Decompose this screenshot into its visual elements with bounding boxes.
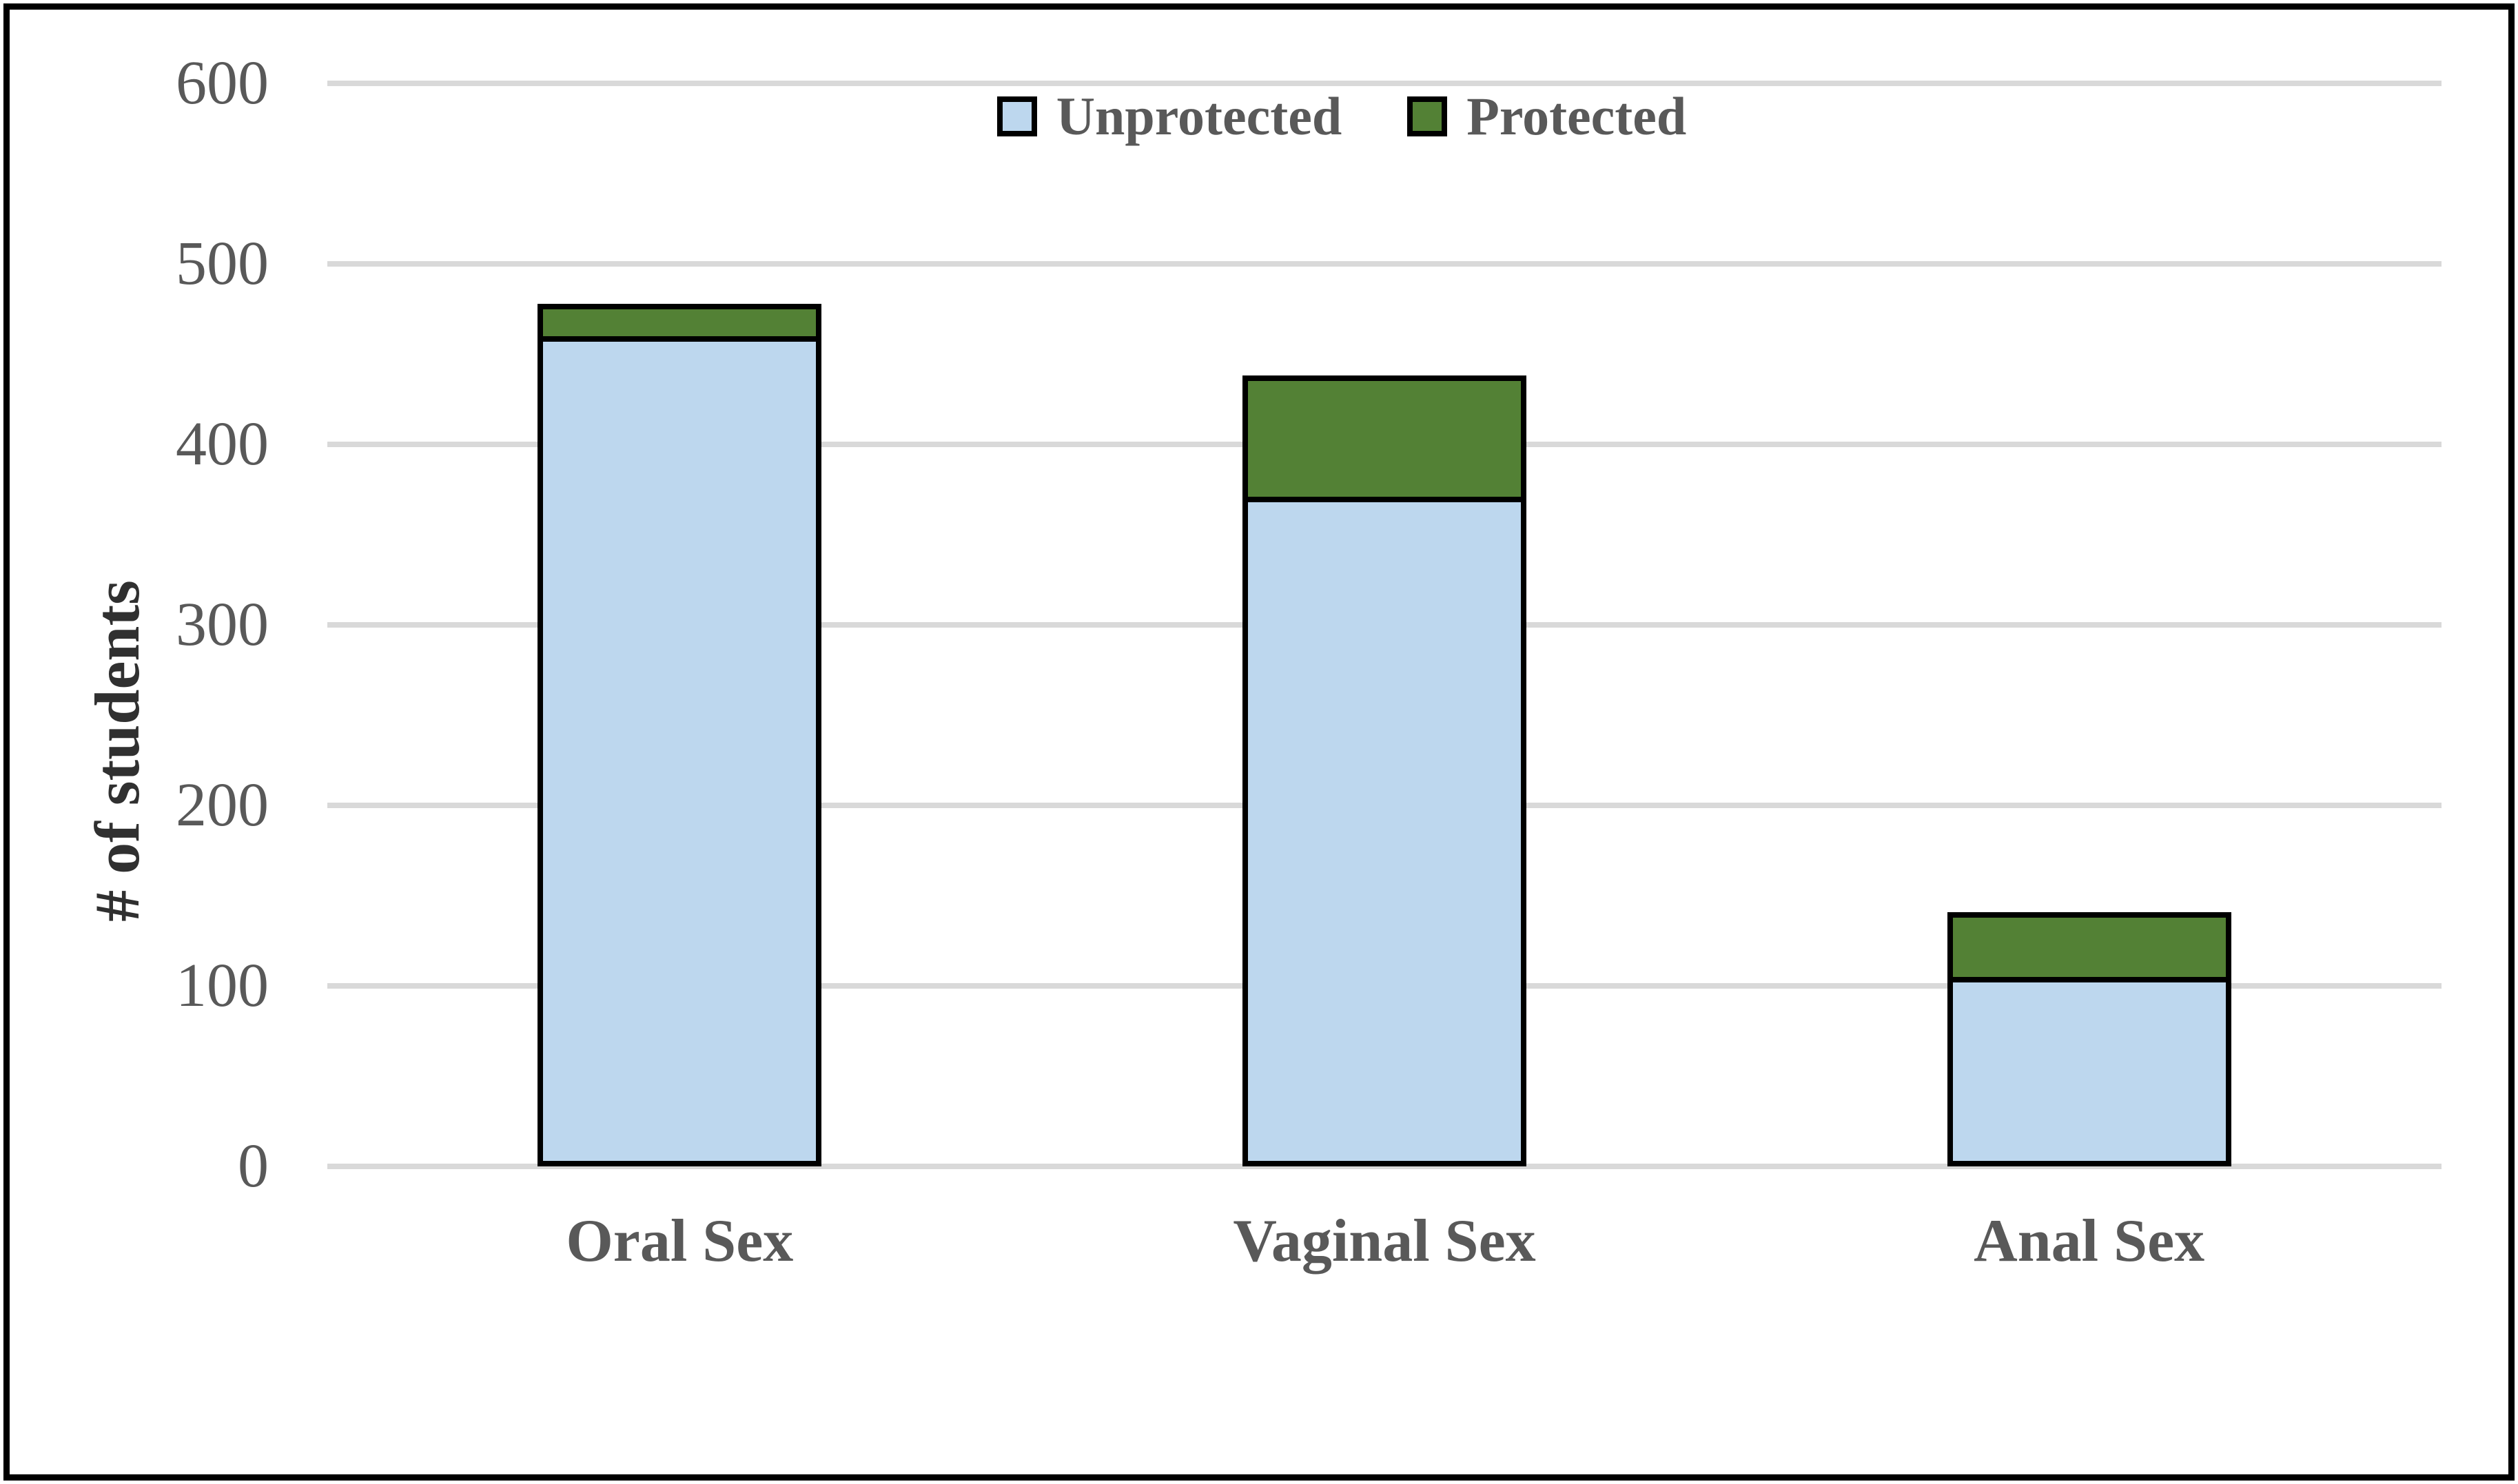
category-label-oral-sex: Oral Sex — [566, 1208, 794, 1275]
legend: Unprotected Protected — [0, 90, 2518, 143]
plot-area — [327, 81, 2442, 1169]
y-tick-label-300: 300 — [176, 590, 269, 659]
bar-vaginal-sex-protected — [1242, 375, 1526, 497]
category-label-anal-sex: Anal Sex — [1974, 1208, 2205, 1275]
bar-anal-sex-protected — [1947, 911, 2231, 977]
y-axis-tick-labels: 0 100 200 300 400 500 600 — [0, 52, 269, 1197]
legend-swatch-protected — [1407, 96, 1448, 136]
legend-item-unprotected: Unprotected — [996, 86, 1342, 146]
legend-item-protected: Protected — [1407, 90, 1686, 143]
gridline-500 — [327, 261, 2442, 267]
y-tick-label-600: 600 — [176, 49, 269, 117]
category-label-vaginal-sex: Vaginal Sex — [1233, 1208, 1536, 1275]
bar-oral-sex-unprotected — [538, 336, 822, 1166]
gridline-600 — [327, 81, 2442, 86]
x-axis-category-labels: Oral Sex Vaginal Sex Anal Sex — [327, 1211, 2442, 1294]
bar-oral-sex-protected — [538, 303, 822, 336]
legend-label-unprotected: Unprotected — [1056, 86, 1342, 146]
legend-label-protected: Protected — [1466, 86, 1687, 146]
y-tick-label-100: 100 — [176, 951, 269, 1020]
chart-outer-border — [3, 3, 2515, 1481]
y-tick-label-200: 200 — [176, 771, 269, 839]
y-tick-label-0: 0 — [238, 1132, 269, 1200]
y-tick-label-500: 500 — [176, 229, 269, 298]
bar-anal-sex-unprotected — [1947, 976, 2231, 1166]
legend-swatch-unprotected — [996, 96, 1037, 136]
gridline-0 — [327, 1164, 2442, 1169]
y-tick-label-400: 400 — [176, 410, 269, 478]
bar-vaginal-sex-unprotected — [1242, 496, 1526, 1166]
